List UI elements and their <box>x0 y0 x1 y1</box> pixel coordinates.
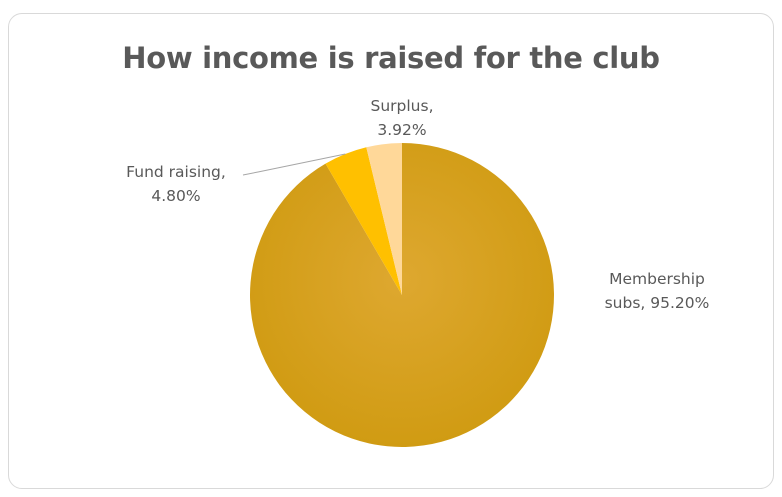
pie-slice-fund-raising <box>325 147 402 295</box>
data-label-surplus: Surplus, 3.92% <box>370 97 433 139</box>
data-label-membership-subs: Membership subs, 95.20% <box>605 270 710 312</box>
data-label-fund-raising: Fund raising, 4.80% <box>126 163 226 205</box>
chart-title: How income is raised for the club <box>122 41 660 75</box>
leader-line-fund-raising <box>242 153 346 176</box>
pie-slice-surplus <box>366 143 402 295</box>
